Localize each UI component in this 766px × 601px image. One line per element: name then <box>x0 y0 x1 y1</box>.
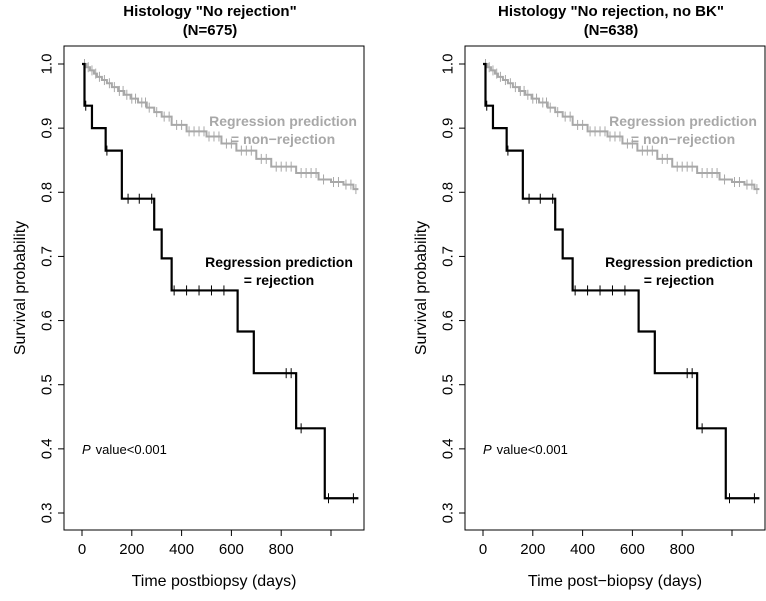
annotation-non-rejection-line2: = non−rejection <box>231 131 335 147</box>
y-axis-title: Survival probability <box>12 221 29 355</box>
y-tick-label: 1.0 <box>439 54 456 75</box>
x-tick-label: 0 <box>78 541 86 558</box>
y-tick-label: 0.5 <box>439 374 456 395</box>
plot-frame <box>63 45 365 531</box>
annotation-non-rejection-line2: = non−rejection <box>631 131 735 147</box>
y-tick-label: 0.4 <box>38 438 55 459</box>
annotation-rejection-line1: Regression prediction <box>205 254 353 270</box>
annotation-non-rejection-line1: Regression prediction <box>609 113 757 129</box>
x-tick-label: 200 <box>520 541 545 558</box>
p-value: value<0.001 <box>497 442 568 457</box>
annotation-rejection-line2: = rejection <box>644 272 714 288</box>
x-tick-label: 800 <box>670 541 695 558</box>
p-italic: P <box>483 442 492 457</box>
series-layer <box>483 59 760 504</box>
x-tick-label: 600 <box>620 541 645 558</box>
x-tick-label: 800 <box>269 541 294 558</box>
y-tick-label: 0.9 <box>439 118 456 139</box>
x-axis: 0 200 400 600 800 <box>479 530 733 558</box>
y-axis-title: Survival probability <box>413 221 430 355</box>
y-tick-label: 0.9 <box>38 118 55 139</box>
y-tick-label: 1.0 <box>38 54 55 75</box>
y-tick-label: 0.7 <box>439 246 456 267</box>
chart-title: Histology "No rejection" <box>123 3 296 20</box>
y-tick-label: 0.3 <box>439 503 456 524</box>
chart-panel-left: Histology "No rejection" (N=675) 0.30.40… <box>12 3 365 590</box>
y-tick-label: 0.6 <box>38 310 55 331</box>
y-axis: 0.3 0.4 0.5 0.6 0.7 0.8 0.9 1.0 <box>38 54 64 524</box>
x-tick-label: 400 <box>570 541 595 558</box>
x-tick-label: 0 <box>479 541 487 558</box>
y-tick-label: 0.4 <box>439 438 456 459</box>
x-tick-label: 200 <box>119 541 144 558</box>
chart-subtitle: (N=638) <box>584 22 639 39</box>
x-axis: 0 200 400 600 800 <box>78 530 332 558</box>
y-tick-label: 0.6 <box>439 310 456 331</box>
chart-title: Histology "No rejection, no BK" <box>498 3 724 20</box>
annotation-non-rejection-line1: Regression prediction <box>209 113 357 129</box>
p-value: value<0.001 <box>96 442 167 457</box>
x-axis-title: Time post−biopsy (days) <box>528 573 702 590</box>
annotation-rejection-line2: = rejection <box>244 272 314 288</box>
series-line-rejection <box>483 62 760 500</box>
y-tick-label: 0.8 <box>439 182 456 203</box>
chart-panel-right: Histology "No rejection, no BK" (N=638) … <box>413 3 766 590</box>
p-italic: P <box>82 442 91 457</box>
series-line-rejection <box>82 62 359 500</box>
series-layer <box>82 59 359 504</box>
y-axis: 0.3 0.4 0.5 0.6 0.7 0.8 0.9 1.0 <box>439 54 465 524</box>
annotation-rejection-line1: Regression prediction <box>605 254 753 270</box>
y-tick-label: 0.3 <box>38 503 55 524</box>
x-tick-label: 400 <box>169 541 194 558</box>
chart-subtitle: (N=675) <box>183 22 238 39</box>
series-line-non-rejection <box>484 63 760 191</box>
x-tick-label: 600 <box>219 541 244 558</box>
y-tick-label: 0.5 <box>38 374 55 395</box>
y-tick-label: 0.8 <box>38 182 55 203</box>
plot-frame <box>464 45 766 531</box>
series-line-non-rejection <box>83 63 359 191</box>
x-axis-title: Time postbiopsy (days) <box>132 573 297 590</box>
y-tick-label: 0.7 <box>38 246 55 267</box>
